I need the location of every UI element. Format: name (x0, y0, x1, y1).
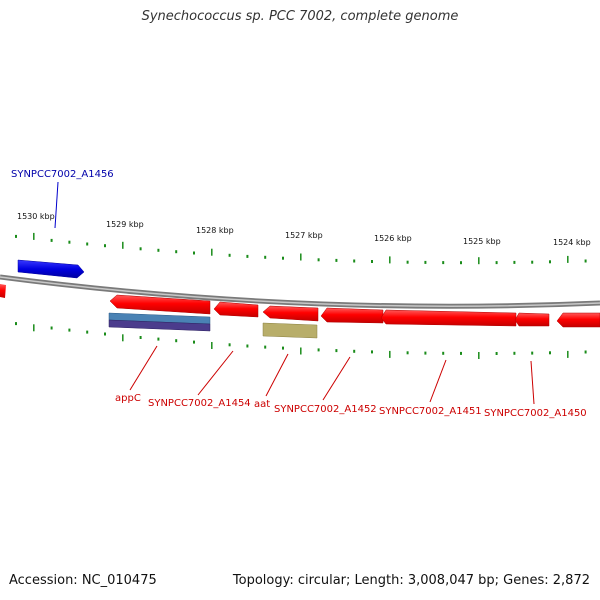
scale-label-1529: 1529 kbp (106, 220, 144, 229)
leader-line-a1452 (322, 356, 351, 401)
gene-label-a1451[interactable]: SYNPCC7002_A1451 (379, 406, 482, 417)
footer-stats: Topology: circular; Length: 3,008,047 bp… (232, 573, 590, 588)
gene-label-appc[interactable]: appC (115, 393, 141, 404)
gene-arrow-a1456[interactable] (17, 259, 85, 279)
gene-arrow-aat[interactable] (262, 305, 319, 322)
genome-backbone (0, 274, 600, 309)
leader-line-appc (129, 345, 158, 391)
leader-line-aat (265, 353, 289, 397)
map-title: Synechococcus sp. PCC 7002, complete gen… (141, 9, 459, 24)
scale-label-1526: 1526 kbp (374, 234, 412, 243)
gene-label-a1450[interactable]: SYNPCC7002_A1450 (484, 408, 587, 419)
gene-arrow-right-edge[interactable] (556, 312, 600, 328)
scale-label-1528: 1528 kbp (196, 226, 234, 235)
scale-label-1524: 1524 kbp (553, 238, 591, 247)
leader-line-a1456 (54, 181, 59, 229)
leader-line-a1450 (530, 360, 535, 405)
gene-arrow-a1450[interactable] (514, 312, 550, 327)
gene-label-aat[interactable]: aat (254, 399, 270, 410)
scale-label-1525: 1525 kbp (463, 237, 501, 246)
scale-ticks-upper (15, 232, 587, 265)
gene-arrow-left-edge[interactable] (0, 284, 6, 298)
gene-arrow-appc[interactable] (109, 294, 211, 315)
scale-ticks-lower (15, 322, 587, 359)
gene-label-a1452[interactable]: SYNPCC7002_A1452 (274, 404, 377, 415)
scale-label-1530: 1530 kbp (17, 212, 55, 221)
footer-accession: Accession: NC_010475 (9, 573, 157, 588)
scale-label-1527: 1527 kbp (285, 231, 323, 240)
leader-line-a1454 (197, 350, 234, 396)
gene-arrow-a1451[interactable] (380, 309, 517, 327)
leader-line-a1451 (429, 359, 447, 403)
gene-arrow-a1454[interactable] (213, 301, 259, 318)
gene-arrow-a1452[interactable] (320, 307, 384, 324)
feature-bar-purple[interactable] (108, 319, 211, 332)
gene-label-a1454[interactable]: SYNPCC7002_A1454 (148, 398, 251, 409)
feature-bar-olive[interactable] (262, 322, 318, 339)
genome-backbone-highlight (0, 276, 600, 307)
gene-label-a1456[interactable]: SYNPCC7002_A1456 (11, 169, 114, 180)
